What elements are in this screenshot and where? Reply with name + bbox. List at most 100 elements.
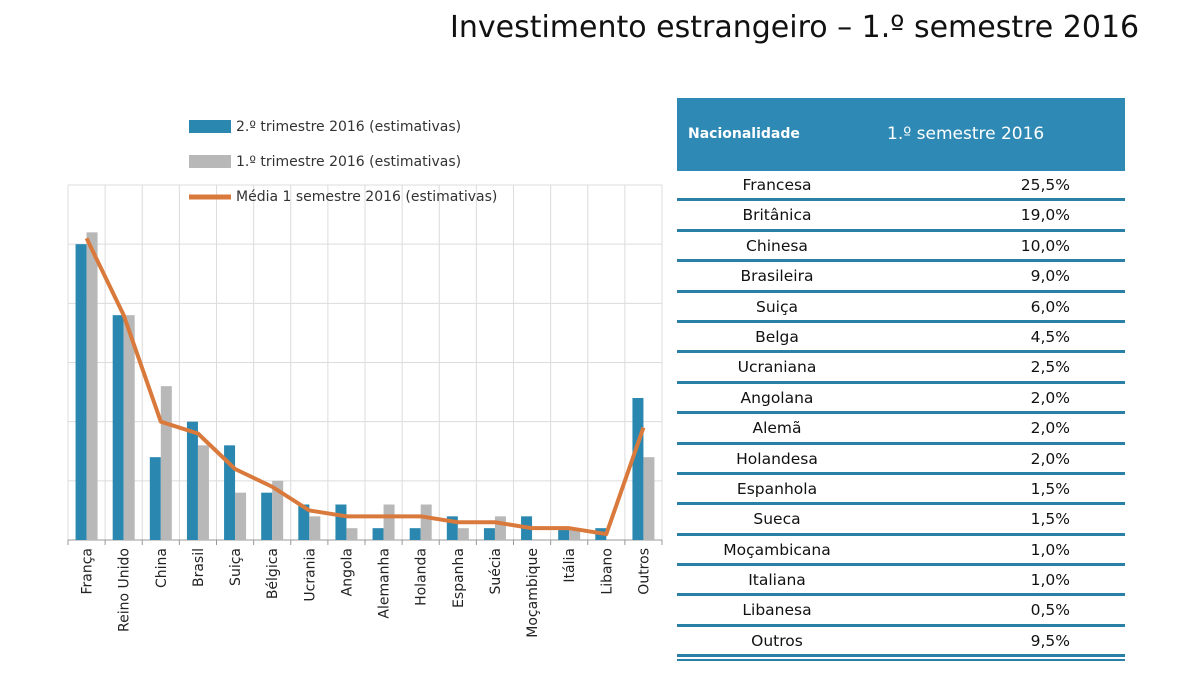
table-row: Moçambicana 1,0% (677, 536, 1125, 567)
header-nationality: Nacionalidade (688, 126, 800, 142)
x-tick-label: Espanha (451, 548, 467, 608)
x-tick-label: Libano (599, 548, 615, 595)
bar-q2 (298, 504, 310, 540)
row-value: 0,5% (1030, 601, 1070, 620)
bar-q1 (569, 528, 581, 540)
row-nationality: Chinesa (746, 236, 808, 255)
table-row: Belga 4,5% (677, 323, 1125, 354)
row-value: 9,0% (1030, 267, 1070, 286)
bar-q1 (346, 528, 358, 540)
row-nationality: Libanesa (742, 601, 812, 620)
row-nationality: Outros (751, 631, 803, 650)
table-row: Chinesa 10,0% (677, 232, 1125, 263)
bar-q1 (86, 232, 98, 541)
header-semester: 1.º semestre 2016 (887, 124, 1045, 144)
bar-q2 (632, 398, 644, 540)
table-header: Nacionalidade 1.º semestre 2016 (677, 98, 1125, 171)
row-nationality: Ucraniana (737, 358, 817, 377)
x-tick-label: Outros (636, 548, 652, 595)
page-title: Investimento estrangeiro – 1.º semestre … (450, 10, 1140, 45)
table-row: Suiça 6,0% (677, 293, 1125, 323)
bar-q1 (309, 516, 321, 540)
bar-q2 (75, 244, 87, 540)
row-value: 4,5% (1030, 327, 1070, 346)
bar-q1 (494, 516, 506, 540)
bar-q1 (643, 457, 655, 540)
row-nationality: Espanhola (736, 479, 818, 498)
chart-bars (75, 232, 655, 541)
bar-q1 (272, 480, 284, 540)
row-value: 10,0% (1020, 236, 1070, 255)
bar-q2 (409, 528, 421, 540)
row-nationality: Belga (755, 327, 799, 346)
row-nationality: Sueca (753, 510, 801, 529)
legend-swatch-q2 (189, 120, 231, 133)
x-tick-label: China (154, 548, 170, 588)
bar-q1 (383, 504, 395, 540)
bar-q2 (558, 528, 570, 540)
table-row: Brasileira 9,0% (677, 262, 1125, 293)
row-value: 6,0% (1030, 297, 1070, 316)
table-row: Alemã 2,0% (677, 414, 1125, 445)
row-nationality: Italiana (748, 571, 806, 590)
bar-q1 (197, 445, 209, 540)
bar-q2 (335, 504, 347, 540)
row-value: 2,5% (1030, 358, 1070, 377)
table-row: Ucraniana 2,5% (677, 353, 1125, 384)
table-row: Italiana 1,0% (677, 566, 1125, 597)
row-nationality: Moçambicana (723, 540, 831, 559)
table-row: Outros 9,5% (677, 627, 1125, 658)
row-value: 2,0% (1030, 388, 1070, 407)
legend-swatch-q1 (189, 155, 231, 168)
table-footer-rule (677, 657, 1125, 662)
table-body: Francesa 25,5% Britânica 19,0% Chinesa 10,0% B… (677, 171, 1125, 658)
table-row: Britânica 19,0% (677, 201, 1125, 232)
bar-q2 (112, 315, 124, 540)
bar-q2 (483, 528, 495, 540)
x-tick-label: Brasil (191, 548, 207, 587)
x-tick-label: Angola (339, 548, 355, 596)
table-row: Libanesa 0,5% (677, 596, 1125, 627)
chart-average-line (84, 237, 646, 537)
row-nationality: Suiça (756, 297, 798, 316)
bar-q1 (420, 504, 432, 540)
legend-label: 2.º trimestre 2016 (estimativas) (236, 119, 461, 135)
row-value: 1,5% (1030, 479, 1070, 498)
row-value: 9,5% (1030, 631, 1070, 650)
x-tick-label: Moçambique (525, 548, 541, 638)
bar-q2 (149, 457, 161, 540)
bar-q2 (261, 492, 273, 540)
bar-q2 (446, 516, 458, 540)
row-value: 2,0% (1030, 449, 1070, 468)
row-value: 1,0% (1030, 540, 1070, 559)
table-row: Sueca 1,5% (677, 505, 1125, 536)
table-row: Angolana 2,0% (677, 384, 1125, 415)
x-tick-label: Holanda (414, 548, 430, 606)
chart-legend: 2.º trimestre 2016 (estimativas) 1.º trim… (189, 119, 497, 205)
row-nationality: Alemã (752, 419, 802, 438)
row-value: 19,0% (1020, 206, 1070, 225)
legend-label: 1.º trimestre 2016 (estimativas) (236, 154, 461, 170)
row-nationality: Britânica (742, 206, 812, 225)
bar-q2 (186, 421, 198, 540)
row-nationality: Holandesa (736, 449, 818, 468)
table-row: Holandesa 2,0% (677, 445, 1125, 475)
chart-x-tick-labels: França Reino Unido China Brasil Suiça Bélgica… (80, 548, 653, 638)
row-value: 25,5% (1020, 176, 1070, 194)
bar-q2 (224, 445, 236, 540)
bar-q1 (123, 315, 135, 540)
x-tick-label: França (80, 548, 96, 595)
table-row: Francesa 25,5% (677, 171, 1125, 202)
table-row: Espanhola 1,5% (677, 475, 1125, 506)
x-tick-label: Bélgica (265, 548, 281, 599)
x-tick-label: Alemanha (377, 548, 393, 619)
row-nationality: Francesa (742, 176, 812, 194)
bar-q1 (235, 492, 247, 540)
x-tick-label: Suécia (488, 548, 504, 595)
row-value: 1,5% (1030, 510, 1070, 529)
row-nationality: Angolana (740, 388, 814, 407)
x-tick-label: Itália (562, 548, 578, 583)
bar-q1 (457, 528, 469, 540)
x-tick-label: Reino Unido (117, 548, 133, 632)
x-tick-label: Ucrania (302, 548, 318, 602)
